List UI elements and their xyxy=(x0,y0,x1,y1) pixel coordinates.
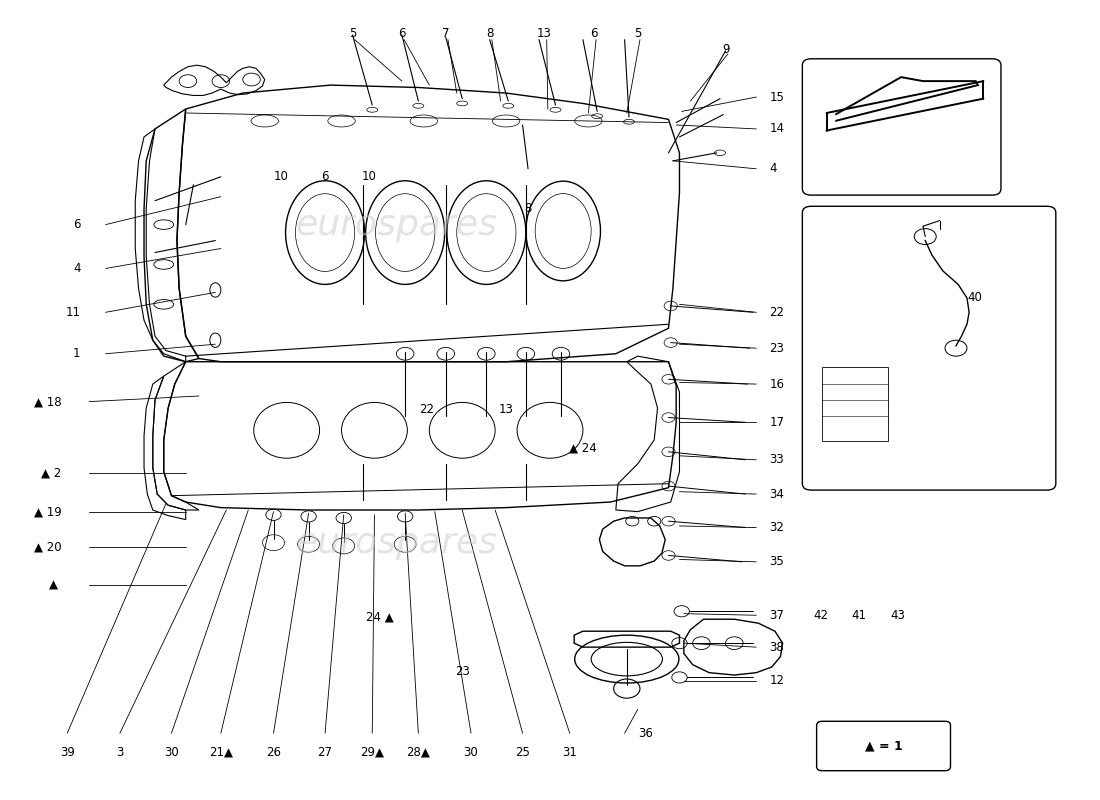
Text: 6: 6 xyxy=(321,170,329,183)
Text: 43: 43 xyxy=(890,609,905,622)
Text: 41: 41 xyxy=(851,609,867,622)
Text: 23: 23 xyxy=(454,665,470,678)
Text: 26: 26 xyxy=(266,746,280,759)
Text: 25: 25 xyxy=(515,746,530,759)
Text: 13: 13 xyxy=(498,403,514,416)
Text: 31: 31 xyxy=(562,746,578,759)
Text: ▲: ▲ xyxy=(50,578,62,591)
Text: 35: 35 xyxy=(769,555,784,568)
Text: ▲ 18: ▲ 18 xyxy=(34,395,62,408)
Text: 21▲: 21▲ xyxy=(209,746,233,759)
Text: ▲ 19: ▲ 19 xyxy=(34,505,62,518)
Text: ▲ 20: ▲ 20 xyxy=(34,541,62,554)
Text: 38: 38 xyxy=(769,641,784,654)
Text: 8: 8 xyxy=(525,202,531,215)
Text: 40: 40 xyxy=(967,291,982,305)
Text: 6: 6 xyxy=(398,26,406,40)
Text: 11: 11 xyxy=(65,306,80,319)
Text: 10: 10 xyxy=(362,170,376,183)
Text: 15: 15 xyxy=(769,90,784,103)
Text: 6: 6 xyxy=(590,26,597,40)
Text: ▲ = 1: ▲ = 1 xyxy=(865,739,902,753)
Text: eurospares: eurospares xyxy=(296,526,497,561)
Text: 10: 10 xyxy=(274,170,288,183)
Text: 8: 8 xyxy=(486,26,493,40)
Text: 17: 17 xyxy=(769,416,784,429)
Text: 5: 5 xyxy=(634,26,641,40)
Text: 7: 7 xyxy=(442,26,450,40)
Text: 22: 22 xyxy=(419,403,435,416)
Text: 39: 39 xyxy=(59,746,75,759)
Text: 32: 32 xyxy=(769,521,784,534)
Text: 42: 42 xyxy=(813,609,828,622)
Text: 6: 6 xyxy=(73,218,80,231)
Text: 28▲: 28▲ xyxy=(406,746,430,759)
Text: 1: 1 xyxy=(73,347,80,360)
Text: 12: 12 xyxy=(769,674,784,687)
Text: 3: 3 xyxy=(117,746,123,759)
Text: 36: 36 xyxy=(638,726,652,740)
Text: 34: 34 xyxy=(769,487,784,501)
Text: 14: 14 xyxy=(769,122,784,135)
Text: 5: 5 xyxy=(349,26,356,40)
Text: ▲ 24: ▲ 24 xyxy=(569,442,597,454)
Text: 9: 9 xyxy=(722,42,729,56)
Text: 29▲: 29▲ xyxy=(361,746,384,759)
Text: 13: 13 xyxy=(537,26,552,40)
Text: 4: 4 xyxy=(73,262,80,275)
Text: ▲ 2: ▲ 2 xyxy=(42,467,62,480)
Text: 23: 23 xyxy=(769,342,784,354)
Text: 4: 4 xyxy=(769,162,777,175)
Text: 24 ▲: 24 ▲ xyxy=(366,610,394,623)
Text: 37: 37 xyxy=(769,609,784,622)
Text: 27: 27 xyxy=(318,746,332,759)
Text: 30: 30 xyxy=(463,746,478,759)
Text: 30: 30 xyxy=(164,746,179,759)
Text: 16: 16 xyxy=(769,378,784,390)
Text: 33: 33 xyxy=(769,454,784,466)
Text: eurospares: eurospares xyxy=(296,208,497,242)
Text: 22: 22 xyxy=(769,306,784,319)
